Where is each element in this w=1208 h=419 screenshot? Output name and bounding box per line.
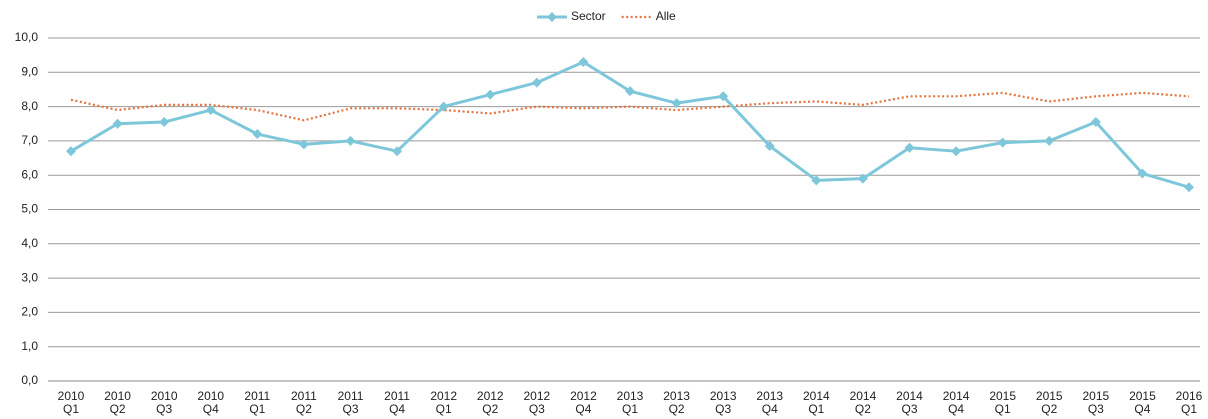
x-tick-label: 2012	[477, 389, 504, 403]
x-tick-label: Q3	[342, 402, 358, 416]
x-tick-label: Q3	[529, 402, 545, 416]
x-tick-label: Q2	[110, 402, 126, 416]
x-tick-label: 2011	[291, 389, 317, 403]
data-point	[718, 91, 729, 102]
data-point	[578, 57, 589, 68]
x-tick-label: 2011	[244, 389, 270, 403]
data-point	[625, 86, 635, 97]
data-point	[904, 142, 915, 153]
x-tick-label: 2014	[803, 389, 830, 403]
data-point	[392, 146, 403, 157]
data-point	[857, 173, 868, 184]
data-point	[345, 135, 356, 146]
data-point	[438, 101, 449, 112]
data-point	[1044, 135, 1055, 146]
x-tick-label: Q2	[482, 402, 498, 416]
data-point	[811, 175, 822, 186]
data-point	[112, 118, 123, 129]
x-tick-label: Q2	[669, 402, 685, 416]
data-point	[671, 98, 682, 109]
x-tick-label: Q3	[1088, 402, 1104, 416]
x-tick-label: Q1	[995, 402, 1011, 416]
x-tick-label: Q4	[762, 402, 778, 416]
data-point	[159, 117, 170, 128]
x-tick-label: 2010	[151, 389, 178, 403]
x-tick-label: 2014	[850, 389, 877, 403]
x-tick-label: 2013	[710, 389, 737, 403]
x-tick-label: Q1	[63, 402, 79, 416]
x-tick-label: 2016	[1176, 389, 1203, 403]
x-tick-label: Q1	[808, 402, 824, 416]
x-tick-label: Q3	[156, 402, 172, 416]
y-tick-label: 8,0	[21, 99, 38, 113]
y-tick-label: 2,0	[21, 305, 38, 319]
x-tick-label: 2015	[1129, 389, 1156, 403]
data-point	[1184, 182, 1194, 193]
x-tick-label: 2013	[663, 389, 690, 403]
y-tick-label: 10,0	[15, 30, 39, 44]
x-tick-label: 2015	[1082, 389, 1109, 403]
data-point	[252, 129, 263, 140]
y-tick-label: 1,0	[21, 339, 38, 353]
x-tick-label: Q4	[203, 402, 219, 416]
y-tick-label: 7,0	[21, 133, 38, 147]
x-tick-label: Q3	[901, 402, 917, 416]
x-tick-label: 2013	[617, 389, 644, 403]
series-line	[70, 91, 1190, 122]
x-tick-label: Q3	[715, 402, 731, 416]
x-tick-label: Q4	[575, 402, 591, 416]
x-tick-label: 2015	[1036, 389, 1063, 403]
x-tick-label: Q2	[1041, 402, 1057, 416]
x-tick-label: 2014	[896, 389, 923, 403]
x-tick-label: 2012	[570, 389, 597, 403]
y-tick-label: 6,0	[21, 167, 38, 181]
x-tick-label: Q1	[1181, 402, 1197, 416]
data-point	[951, 146, 962, 157]
data-point	[298, 139, 309, 150]
x-tick-label: 2011	[384, 389, 410, 403]
y-tick-label: 9,0	[21, 64, 38, 78]
x-tick-label: 2013	[756, 389, 783, 403]
y-tick-label: 4,0	[21, 236, 38, 250]
x-tick-label: Q1	[249, 402, 265, 416]
legend-label: Alle	[656, 9, 676, 23]
x-tick-label: 2014	[943, 389, 970, 403]
data-point	[764, 141, 775, 152]
y-tick-label: 5,0	[21, 202, 38, 216]
x-tick-label: 2010	[104, 389, 131, 403]
y-tick-label: 3,0	[21, 270, 38, 284]
legend-label: Sector	[571, 9, 606, 23]
x-tick-label: 2010	[58, 389, 85, 403]
data-point	[1137, 168, 1148, 179]
x-tick-label: 2010	[197, 389, 224, 403]
series-line	[70, 60, 1190, 189]
x-tick-label: Q2	[855, 402, 871, 416]
data-point	[531, 77, 542, 88]
data-point	[485, 89, 496, 100]
data-point	[66, 146, 76, 157]
x-tick-label: Q2	[296, 402, 312, 416]
legend-marker	[547, 12, 557, 22]
x-tick-label: Q1	[436, 402, 452, 416]
y-tick-label: 0,0	[21, 373, 38, 387]
x-tick-label: Q4	[1134, 402, 1150, 416]
x-tick-label: 2011	[338, 389, 364, 403]
data-point	[1090, 117, 1101, 128]
data-point	[205, 105, 216, 116]
x-tick-label: 2012	[523, 389, 550, 403]
x-tick-label: Q4	[948, 402, 964, 416]
x-tick-label: 2012	[430, 389, 457, 403]
x-tick-label: 2015	[989, 389, 1016, 403]
x-tick-label: Q4	[389, 402, 405, 416]
data-point	[997, 137, 1008, 148]
x-tick-label: Q1	[622, 402, 638, 416]
